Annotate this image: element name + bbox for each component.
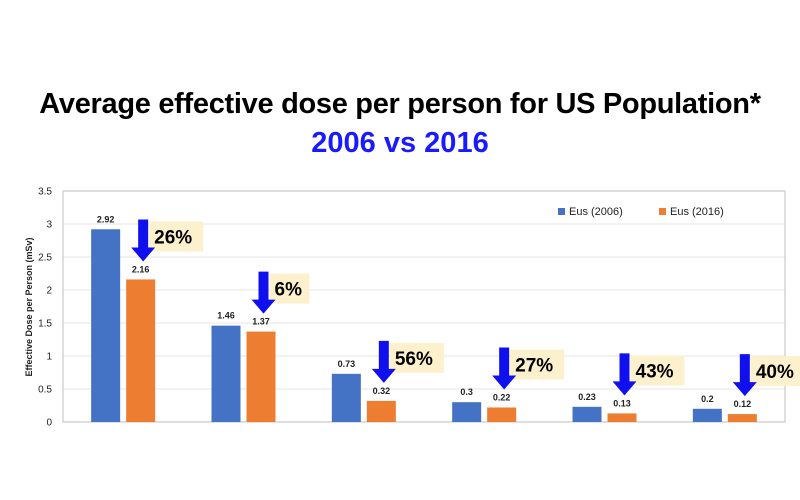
y-axis-ticks: 0 0.5 1 1.5 2 2.5 3 3.5 [38,187,52,429]
legend-swatch [558,208,565,215]
y-tick-label: 0.5 [38,385,52,396]
plot-area-border [62,190,786,423]
data-label: 0.73 [338,359,356,369]
bar [607,413,637,422]
data-label: 0.12 [734,399,752,409]
annotations: 26% 6% 56% 27% 43% 40% [131,219,800,397]
annotation-percent: 6% [275,280,303,301]
y-tick-label: 2 [46,286,52,297]
annotation: 40% [732,354,800,397]
down-arrow-icon [131,219,156,262]
down-arrow-icon [492,347,517,390]
annotation: 6% [251,271,310,314]
data-label: 0.2 [701,394,714,404]
bar [211,325,241,422]
annotation: 27% [492,347,565,390]
annotation-box [149,221,204,252]
data-label: 1.37 [252,317,270,327]
data-labels: 2.92 2.16 1.46 1.37 0.73 0.32 0.3 0.22 0.23 0.13 0… [97,214,751,409]
bar [572,406,602,422]
data-label: 2.16 [132,264,150,274]
bar [366,400,396,422]
bar [91,229,121,422]
y-tick-label: 3 [46,220,52,231]
bar [692,408,722,422]
y-tick-label: 1.5 [38,319,52,330]
bar [487,407,517,422]
y-tick-label: 1 [46,352,52,363]
data-label: 0.23 [578,392,596,402]
y-tick-label: 2.5 [38,253,52,264]
legend: Eus (2006) Eus (2016) [558,206,724,218]
down-arrow-icon [612,353,637,396]
annotation: 43% [612,353,685,396]
legend-swatch [659,208,666,215]
annotation-percent: 43% [636,361,674,382]
data-label: 0.32 [373,386,391,396]
data-label: 0.22 [493,392,511,402]
chart-title: Average effective dose per person for US… [39,88,761,120]
annotation-box [750,356,800,387]
y-tick-label: 0 [46,418,52,429]
y-axis-label: Effective Dose per Person (mSv) [24,237,34,376]
legend-label: Eus (2006) [569,206,623,218]
annotation-box [630,355,685,386]
annotation-box [269,273,310,304]
annotation-percent: 26% [154,227,192,248]
annotation-box [389,342,444,373]
legend-label: Eus (2016) [670,206,724,218]
bars [91,229,757,422]
bar [727,414,757,422]
data-label: 1.46 [217,311,235,321]
bar [126,279,156,422]
annotation-box [510,349,565,380]
annotation-percent: 40% [756,362,794,383]
annotation: 26% [131,219,204,262]
annotation-percent: 56% [395,349,433,370]
bar [452,402,482,422]
bar [331,373,361,422]
data-label: 2.92 [97,214,115,224]
annotation-percent: 27% [515,355,553,376]
bar [246,331,276,422]
data-label: 0.3 [460,387,473,397]
down-arrow-icon [732,354,757,397]
data-label: 0.13 [613,398,631,408]
down-arrow-icon [371,340,396,383]
down-arrow-icon [251,271,276,314]
chart-subtitle: 2006 vs 2016 [311,127,489,159]
y-tick-label: 3.5 [38,187,52,198]
annotation: 56% [371,340,444,383]
